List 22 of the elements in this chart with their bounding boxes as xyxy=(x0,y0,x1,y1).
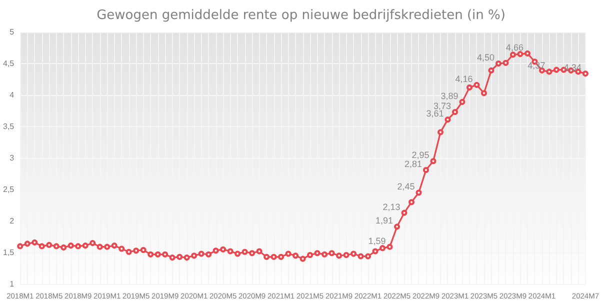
y-tick-label: 1 xyxy=(10,280,15,288)
data-label: 2,95 xyxy=(412,150,430,160)
y-tick-label: 2,5 xyxy=(2,185,15,194)
data-label: 3,73 xyxy=(433,101,451,112)
y-tick-label: 5 xyxy=(10,28,15,36)
data-label: 2,81 xyxy=(404,158,422,169)
y-tick-label: 4 xyxy=(10,90,15,100)
data-label: 4,50 xyxy=(476,52,494,62)
y-tick-label: 1,5 xyxy=(2,248,15,257)
data-label: 1,59 xyxy=(368,236,386,246)
y-tick-label: 3 xyxy=(10,154,15,162)
data-label: 4,16 xyxy=(455,74,473,84)
data-label: 3,89 xyxy=(440,90,458,101)
data-label: 2,13 xyxy=(382,202,400,212)
y-tick-label: 2 xyxy=(10,216,15,226)
chart-title: Gewogen gemiddelde rente op nieuwe bedrijfskredieten (in %) xyxy=(96,8,506,23)
data-label: 3,61 xyxy=(426,108,444,119)
y-tick-label: 4,5 xyxy=(2,59,15,68)
data-label: 2,45 xyxy=(397,182,415,192)
y-tick-label: 3,5 xyxy=(2,122,15,131)
data-label: 4,66 xyxy=(506,42,524,52)
data-label: 1,91 xyxy=(375,216,394,226)
